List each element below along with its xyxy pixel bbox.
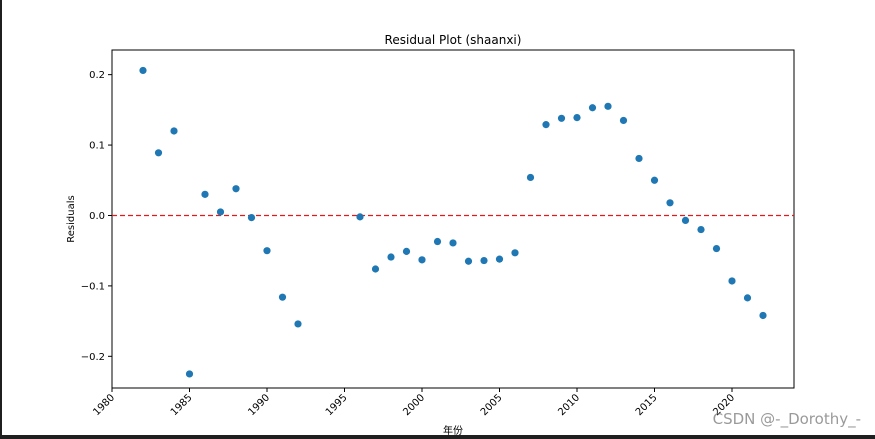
data-point bbox=[635, 154, 643, 163]
data-point bbox=[697, 225, 705, 234]
x-tick-label: 2010 bbox=[556, 392, 582, 418]
x-tick-label: 2015 bbox=[634, 392, 660, 418]
data-point bbox=[526, 173, 535, 182]
data-point bbox=[650, 176, 659, 184]
data-point bbox=[387, 253, 395, 261]
data-point bbox=[294, 320, 302, 328]
x-tick-label: 1985 bbox=[169, 392, 195, 418]
data-point bbox=[743, 294, 752, 302]
data-point bbox=[232, 185, 240, 193]
data-point bbox=[418, 256, 426, 264]
data-point bbox=[402, 247, 411, 255]
y-tick-label: −0.1 bbox=[81, 281, 105, 292]
data-point bbox=[139, 66, 147, 75]
data-point bbox=[495, 255, 504, 263]
y-tick-label: 0.1 bbox=[89, 141, 105, 152]
data-point bbox=[573, 114, 581, 122]
x-tick-label: 2000 bbox=[401, 392, 427, 418]
x-tick-label: 2005 bbox=[479, 392, 505, 418]
plot-area bbox=[111, 49, 795, 389]
data-point bbox=[216, 208, 225, 216]
data-point bbox=[681, 216, 690, 225]
data-point bbox=[619, 116, 628, 125]
data-point bbox=[154, 149, 163, 157]
y-axis-ticks: −0.2 −0.1 0.0 0.1 0.2 bbox=[81, 70, 112, 363]
data-point bbox=[712, 244, 721, 253]
data-point bbox=[464, 257, 473, 265]
y-axis-label: Residuals bbox=[66, 195, 77, 242]
x-tick-label: 1990 bbox=[246, 392, 272, 418]
data-point bbox=[480, 256, 488, 265]
x-axis-ticks: 1980 1985 1990 1995 2000 2005 2010 2015 2020 bbox=[91, 388, 737, 418]
y-tick-label: 0.0 bbox=[89, 211, 105, 222]
x-tick-label: 1980 bbox=[91, 392, 117, 418]
data-point bbox=[433, 237, 442, 246]
chart-title: Residual Plot (shaanxi) bbox=[385, 33, 522, 47]
data-point bbox=[247, 213, 256, 222]
data-point bbox=[728, 277, 736, 285]
data-point bbox=[511, 249, 519, 257]
data-point bbox=[201, 190, 209, 198]
data-point bbox=[278, 293, 287, 301]
data-point bbox=[356, 213, 364, 221]
data-point bbox=[170, 127, 178, 135]
y-tick-label: 0.2 bbox=[89, 70, 105, 81]
window-frame-bottom bbox=[0, 435, 875, 439]
y-tick-label: −0.2 bbox=[81, 352, 105, 363]
data-point bbox=[371, 265, 380, 273]
data-point bbox=[542, 121, 550, 129]
data-point bbox=[604, 102, 612, 110]
x-tick-label: 1995 bbox=[324, 392, 350, 418]
data-point bbox=[185, 370, 194, 378]
data-point bbox=[263, 247, 271, 255]
data-point bbox=[666, 199, 674, 207]
watermark: CSDN @-_Dorothy_- bbox=[712, 410, 861, 428]
data-point bbox=[759, 311, 767, 320]
x-axis-label: 年份 bbox=[443, 424, 463, 437]
points-layer bbox=[139, 66, 767, 378]
data-point bbox=[557, 114, 566, 122]
data-point bbox=[449, 239, 457, 247]
data-point bbox=[588, 104, 597, 112]
window-frame-left bbox=[0, 0, 2, 439]
